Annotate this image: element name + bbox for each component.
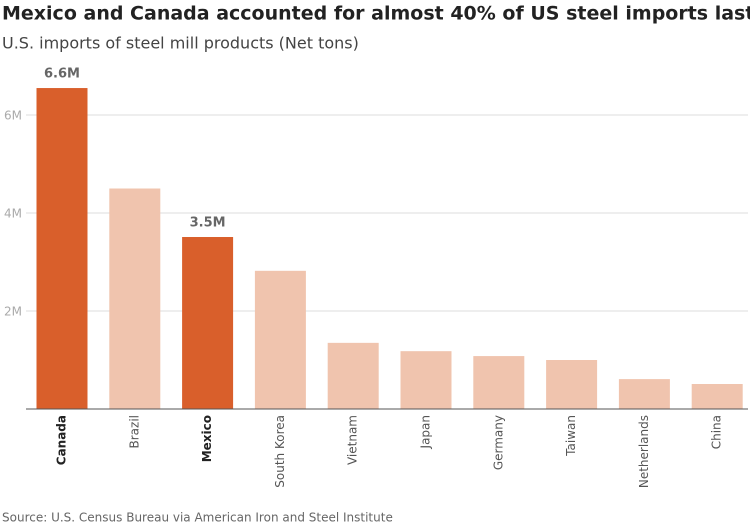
x-tick-label: Vietnam: [346, 415, 360, 465]
bar: [109, 188, 161, 409]
y-tick-label: 2M: [4, 305, 22, 319]
bar: [691, 384, 743, 409]
bar: [327, 342, 379, 409]
x-tick-label: Mexico: [200, 415, 214, 462]
value-label: 6.6M: [44, 67, 80, 82]
x-tick-label: China: [710, 415, 724, 449]
bar: [36, 88, 88, 410]
bar: [546, 360, 598, 409]
bar: [400, 351, 452, 409]
bar: [618, 379, 670, 409]
value-label: 3.5M: [190, 216, 226, 231]
x-tick-label: Netherlands: [637, 415, 651, 488]
x-tick-label: South Korea: [273, 415, 287, 488]
x-tick-label: Germany: [491, 415, 505, 470]
x-tick-label: Brazil: [127, 415, 141, 449]
y-tick-label: 4M: [4, 207, 22, 221]
chart-subtitle: U.S. imports of steel mill products (Net…: [2, 34, 359, 53]
bar: [473, 356, 525, 409]
bar: [182, 237, 234, 409]
source-note: Source: U.S. Census Bureau via American …: [2, 511, 393, 525]
y-tick-label: 6M: [4, 109, 22, 123]
x-tick-label: Japan: [419, 415, 433, 449]
chart-title: Mexico and Canada accounted for almost 4…: [2, 3, 750, 25]
x-tick-label: Taiwan: [564, 415, 578, 457]
x-tick-label: Canada: [55, 415, 69, 465]
bar: [254, 270, 306, 409]
